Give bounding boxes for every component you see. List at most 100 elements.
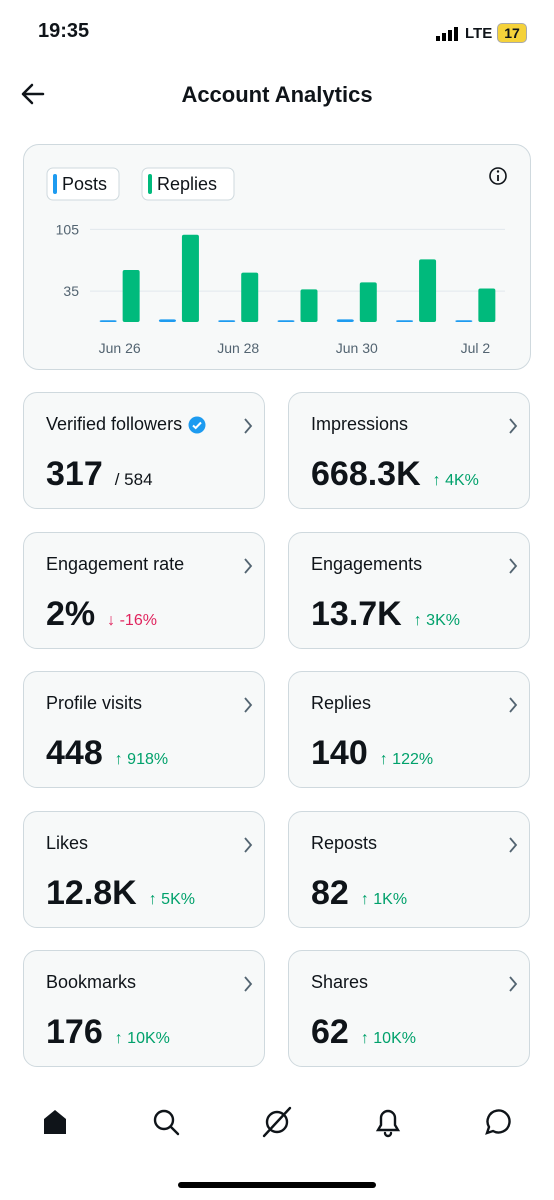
search-tab[interactable]: [153, 1109, 180, 1136]
card-change: ↑ 10K%: [114, 1030, 170, 1047]
bar: [455, 320, 473, 322]
card-value: 140: [311, 734, 368, 772]
x-tick-label: Jun 26: [99, 340, 141, 356]
metric-card[interactable]: Profile visits 448 ↑ 918%: [23, 671, 265, 788]
card-title: Verified followers: [46, 414, 206, 435]
card-value-row: 82 ↑ 1K%: [311, 874, 407, 913]
bar: [478, 288, 496, 322]
chevron: [509, 976, 518, 992]
card-change: ↑ 3K%: [413, 611, 460, 629]
card-title-text: Replies: [311, 693, 372, 713]
card-title: Bookmarks: [46, 972, 136, 993]
legend-swatch: [148, 174, 152, 194]
card-value: 176: [46, 1013, 103, 1051]
metric-card[interactable]: Verified followers 317 / 584: [23, 392, 265, 509]
back-button[interactable]: [20, 82, 46, 106]
bar: [158, 319, 176, 322]
bar: [218, 320, 236, 322]
metric-card[interactable]: Engagement rate 2% ↓ -16%: [23, 531, 265, 649]
grok-tab[interactable]: [262, 1106, 292, 1138]
bar: [300, 289, 318, 322]
notifications-tab[interactable]: [375, 1109, 401, 1138]
card-value-row: 12.8K ↑ 5K%: [46, 874, 195, 913]
y-tick-label: 35: [63, 283, 79, 299]
chevron: [509, 557, 518, 574]
card-title-text: Verified followers: [46, 414, 183, 434]
card-value: 13.7K: [311, 594, 402, 633]
bar: [359, 282, 377, 322]
bar: [277, 320, 295, 322]
page-title: Account Analytics: [181, 82, 373, 107]
card-change: ↑ 4K%: [432, 472, 479, 489]
home-tab[interactable]: [44, 1110, 66, 1134]
signal-icon: [436, 27, 458, 41]
metric-card[interactable]: Engagements 13.7K ↑ 3K%: [288, 531, 530, 649]
card-value: 62: [311, 1013, 349, 1051]
card-title-text: Profile visits: [46, 693, 143, 713]
card-title: Replies: [311, 693, 371, 714]
bar: [396, 320, 414, 322]
card-value-row: 13.7K ↑ 3K%: [311, 595, 460, 634]
info-icon[interactable]: [489, 167, 507, 185]
card-value-row: 317 / 584: [46, 455, 153, 494]
metric-card[interactable]: Replies 140 ↑ 122%: [288, 671, 530, 788]
card-title: Impressions: [311, 414, 408, 435]
network: LTE: [465, 25, 493, 42]
chevron: [509, 418, 518, 434]
card-value: 12.8K: [46, 873, 137, 912]
card-value-row: 62 ↑ 10K%: [311, 1013, 416, 1052]
bottom-nav: [44, 1106, 511, 1188]
time: 19:35: [38, 20, 90, 42]
legend-chip: [141, 167, 235, 201]
chevron: [244, 836, 253, 853]
card-value: 448: [46, 734, 103, 772]
y-tick-label: 105: [56, 221, 80, 237]
metric-card[interactable]: Impressions 668.3K ↑ 4K%: [288, 392, 530, 509]
card-title-text: Engagements: [311, 553, 423, 574]
chart: Posts Replies 35 105 Jun 26 Jun 28 Jun 30 Jul 2: [46, 167, 507, 356]
card-value: 2%: [46, 594, 96, 633]
card-value-row: 668.3K ↑ 4K%: [311, 455, 479, 494]
bar: [122, 269, 140, 322]
messages-tab[interactable]: [485, 1109, 511, 1135]
bar: [336, 319, 354, 322]
card-title: Shares: [311, 972, 368, 993]
chevron: [244, 418, 253, 434]
metric-card[interactable]: Bookmarks 176 ↑ 10K%: [23, 950, 265, 1067]
bar: [241, 272, 259, 322]
card-change: ↑ 918%: [114, 751, 169, 768]
card-change: ↑ 10K%: [360, 1030, 416, 1047]
home-indicator: [178, 1182, 376, 1188]
metric-card[interactable]: Likes 12.8K ↑ 5K%: [23, 810, 265, 928]
metric-card[interactable]: Reposts 82 ↑ 1K%: [288, 810, 530, 928]
legend-label: Replies: [157, 174, 217, 194]
card-title: Engagements: [311, 554, 422, 575]
card-title-text: Engagement rate: [46, 553, 185, 574]
card-value-row: 448 ↑ 918%: [46, 734, 168, 773]
chevron: [509, 697, 518, 713]
card-value-row: 140 ↑ 122%: [311, 734, 433, 773]
legend-swatch: [53, 174, 57, 194]
card-title: Likes: [46, 833, 88, 854]
card-title-text: Reposts: [311, 832, 378, 853]
card-title-text: Likes: [46, 832, 89, 853]
card-value: 317: [46, 455, 103, 493]
x-tick-label: Jun 28: [217, 340, 259, 356]
verified-badge: [188, 416, 206, 433]
card-change: ↑ 5K%: [148, 890, 195, 908]
bar: [419, 259, 437, 322]
card-title: Engagement rate: [46, 554, 184, 575]
chevron: [244, 976, 253, 992]
card-title-text: Bookmarks: [46, 972, 137, 992]
chevron: [509, 836, 518, 853]
card-title-text: Shares: [311, 972, 369, 992]
card-title: Reposts: [311, 833, 377, 854]
x-tick-label: Jun 30: [336, 340, 378, 356]
bar: [181, 234, 199, 322]
chevron: [244, 697, 253, 713]
metric-card[interactable]: Shares 62 ↑ 10K%: [288, 950, 530, 1067]
card-value-row: 176 ↑ 10K%: [46, 1013, 170, 1052]
card-title: Profile visits: [46, 693, 142, 714]
card-value: 668.3K: [311, 455, 421, 493]
